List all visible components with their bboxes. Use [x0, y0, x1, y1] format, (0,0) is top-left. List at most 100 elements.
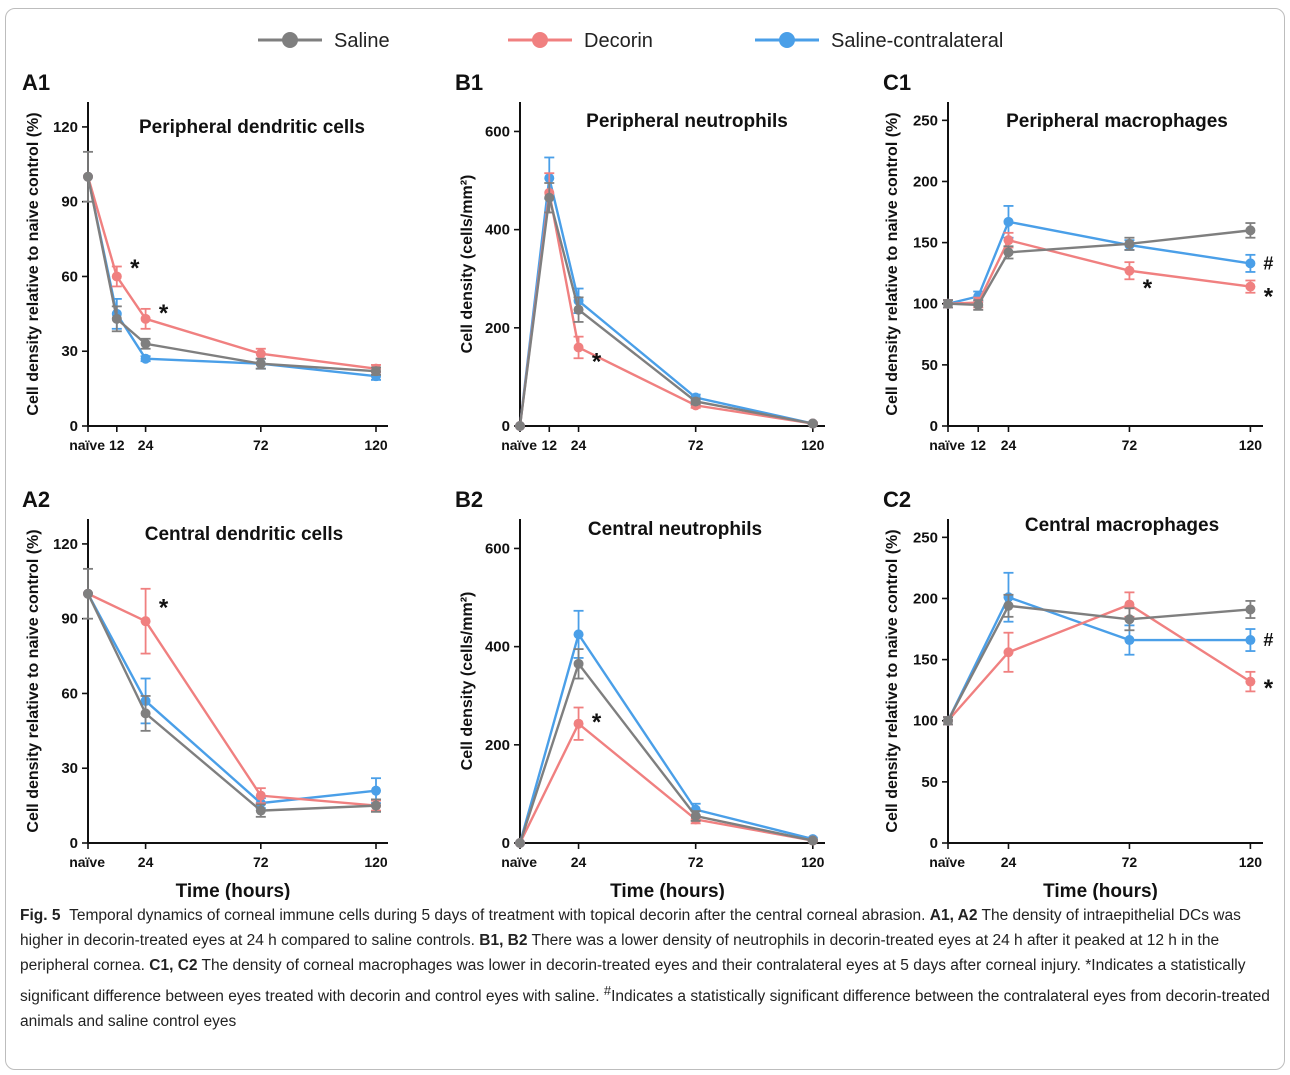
panel-a1: A1 Peripheral dendritic cells 0 30 60 90 120 na… [22, 70, 388, 453]
series-saline [943, 593, 1256, 726]
series-line [947, 238, 1251, 305]
y-axis-label: Cell density relative to naive control (… [25, 112, 42, 415]
x-tick-label: 120 [364, 854, 388, 870]
y-tick-label: 0 [70, 835, 78, 852]
figure-caption: Fig. 5 Temporal dynamics of corneal immu… [20, 903, 1270, 1034]
caption-b-text: There was a lower density of neutrophils… [20, 932, 1220, 974]
data-point [515, 421, 525, 431]
panel-c1: C1 Peripheral macrophages 0 50 100 150 200 250 n… [883, 70, 1274, 453]
data-point [255, 805, 266, 816]
data-point [1245, 225, 1256, 236]
y-tick-label: 200 [913, 173, 938, 190]
x-tick-label: 120 [1239, 854, 1263, 870]
x-tick-label: 24 [1001, 854, 1017, 870]
y-axis-label: Cell density relative to naive control (… [884, 529, 901, 832]
data-point [1245, 604, 1256, 615]
data-point [573, 629, 584, 640]
y-tick-label: 60 [61, 268, 78, 285]
y-tick-label: 600 [485, 540, 510, 557]
significance-hash: # [1263, 630, 1273, 650]
legend-marker [532, 32, 548, 48]
data-point [573, 658, 584, 669]
x-tick-label: naïve [69, 854, 105, 870]
caption-title: Temporal dynamics of corneal immune cell… [69, 907, 926, 924]
y-tick-label: 90 [61, 194, 78, 211]
data-point [573, 342, 584, 353]
data-point [1124, 599, 1135, 610]
y-tick-label: 600 [485, 123, 510, 140]
series-line [947, 603, 1252, 722]
data-point [573, 304, 584, 315]
panel-a2: A2 Central dendritic cells 0 30 60 90 120 naïve… [22, 487, 388, 900]
data-point [1245, 635, 1256, 646]
data-point [140, 616, 151, 627]
y-tick-label: 0 [930, 835, 938, 852]
series-line [87, 592, 377, 807]
data-point [111, 313, 122, 324]
data-point [1003, 647, 1014, 658]
series-line [86, 593, 377, 805]
data-point [1003, 600, 1014, 611]
y-tick-label: 150 [913, 652, 938, 669]
series-line [518, 177, 814, 427]
significance-star: * [1264, 675, 1274, 702]
legend-marker [779, 32, 795, 48]
data-point [807, 835, 818, 846]
legend-marker [282, 32, 298, 48]
x-tick-label: 72 [1122, 437, 1138, 453]
series-line [947, 229, 1251, 307]
x-tick-label: 24 [571, 854, 587, 870]
significance-star: * [1143, 275, 1153, 302]
data-point [943, 715, 953, 726]
y-tick-label: 200 [485, 737, 510, 754]
y-tick-label: 250 [913, 112, 938, 129]
y-tick-label: 0 [70, 418, 78, 435]
y-tick-label: 100 [913, 296, 938, 313]
x-tick-label: 120 [1239, 437, 1263, 453]
legend-item-decorin: Decorin [508, 30, 653, 52]
x-tick-label: 72 [688, 437, 704, 453]
series-saline-contralateral [943, 571, 1256, 726]
y-tick-label: 90 [61, 611, 78, 628]
x-tick-label: 72 [1122, 854, 1138, 870]
series-line [518, 192, 813, 427]
data-point [371, 800, 381, 811]
data-point [1124, 614, 1135, 625]
x-tick-label: 24 [138, 437, 154, 453]
series-saline [83, 567, 381, 818]
y-tick-label: 30 [61, 760, 78, 777]
panel-letter: A1 [22, 70, 50, 95]
y-axis-label: Cell density relative to naive control (… [25, 529, 42, 832]
data-point [255, 348, 266, 359]
panel-letter: C1 [883, 70, 911, 95]
x-tick-label: 12 [970, 437, 986, 453]
y-tick-label: 50 [921, 357, 938, 374]
x-tick-label: naïve [501, 854, 537, 870]
panel-b2: B2 Central neutrophils 0 200 400 600 naïve 24 72… [455, 487, 825, 900]
legend-item-saline-contralateral: Saline-contralateral [755, 30, 1003, 52]
data-point [1124, 265, 1135, 276]
y-tick-label: 30 [61, 343, 78, 360]
x-tick-label: naïve [929, 437, 965, 453]
series-decorin [515, 172, 818, 431]
significance-star: * [1264, 284, 1274, 311]
data-point [1245, 258, 1256, 269]
x-tick-label: naïve [929, 854, 965, 870]
series-saline [515, 648, 818, 848]
data-point [1003, 216, 1014, 227]
caption-figure-label: Fig. 5 [20, 907, 61, 924]
caption-a-text: The density of intraepithelial DCs was h… [20, 907, 1241, 949]
y-tick-label: 150 [913, 235, 938, 252]
data-point [255, 790, 266, 801]
panel-title: Central dendritic cells [145, 524, 344, 545]
x-tick-label: naïve [501, 437, 537, 453]
x-tick-label: 72 [253, 437, 269, 453]
x-axis-label: Time (hours) [176, 881, 291, 900]
panel-letter: C2 [883, 487, 911, 512]
y-tick-label: 0 [930, 418, 938, 435]
y-tick-label: 200 [913, 590, 938, 607]
x-tick-label: naïve [69, 437, 105, 453]
y-axis-label: Cell density (cells/mm²) [459, 175, 476, 354]
y-tick-label: 400 [485, 639, 510, 656]
data-point [1003, 247, 1014, 258]
